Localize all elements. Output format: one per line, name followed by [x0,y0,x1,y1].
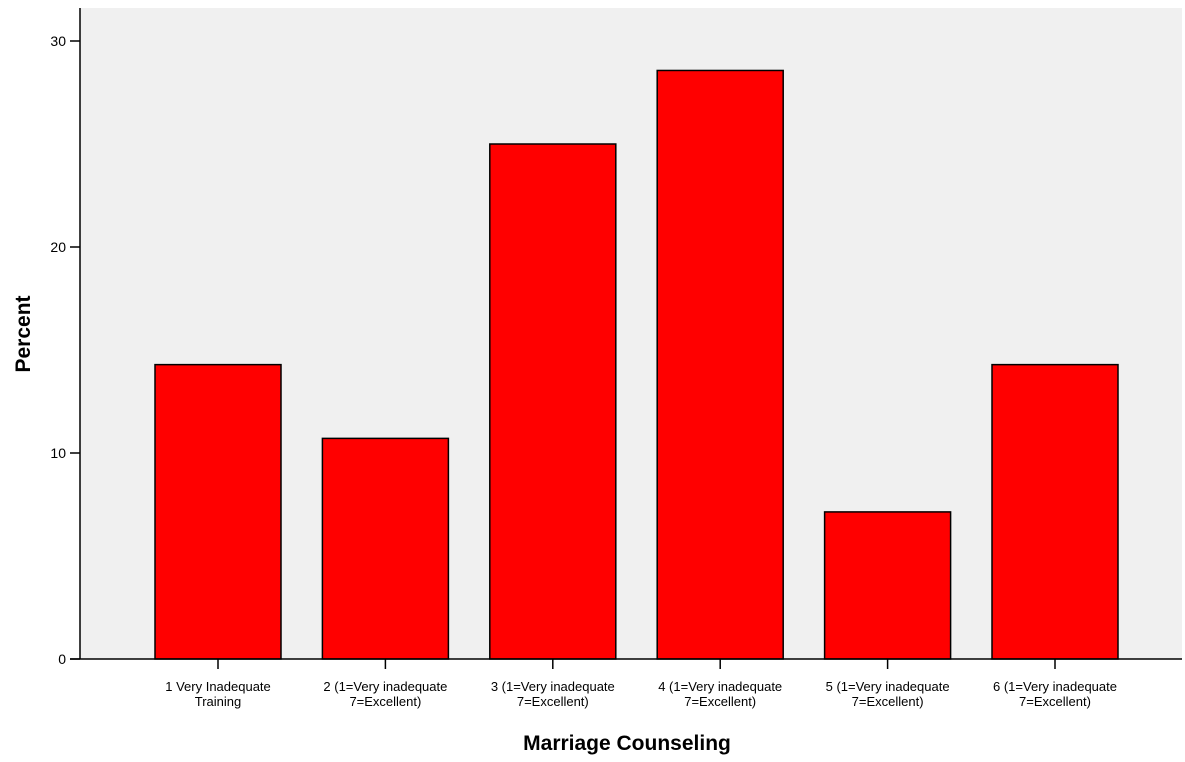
x-tick-label: 2 (1=Very inadequate [323,679,447,694]
y-axis-title: Percent [12,295,35,372]
x-tick-label: 7=Excellent) [1019,694,1091,709]
bar-3 [489,143,617,660]
x-axis-title: Marriage Counseling [523,732,731,755]
x-tick-label: 4 (1=Very inadequate [658,679,782,694]
y-tick-label: 10 [50,445,66,461]
x-tick-label: 7=Excellent) [349,694,421,709]
bar-6 [991,363,1119,660]
bar-5 [823,511,952,660]
x-tick-label: 7=Excellent) [852,694,924,709]
x-tick-label: 3 (1=Very inadequate [491,679,615,694]
bar-4 [656,69,784,660]
y-tick-label: 0 [58,651,66,667]
y-ticks-group: 0 10 20 30 [50,33,80,667]
x-tick-label: 6 (1=Very inadequate [993,679,1117,694]
bars-group [154,69,1119,660]
bar-2 [321,437,450,660]
x-tick-label: 5 (1=Very inadequate [826,679,950,694]
bar-1 [154,363,282,660]
x-tick-label: 7=Excellent) [517,694,589,709]
y-tick-label: 20 [50,239,66,255]
y-tick-label: 30 [50,33,66,49]
x-tick-label: 7=Excellent) [684,694,756,709]
x-tick-label: Training [195,694,241,709]
x-tick-label: 1 Very Inadequate [165,679,271,694]
